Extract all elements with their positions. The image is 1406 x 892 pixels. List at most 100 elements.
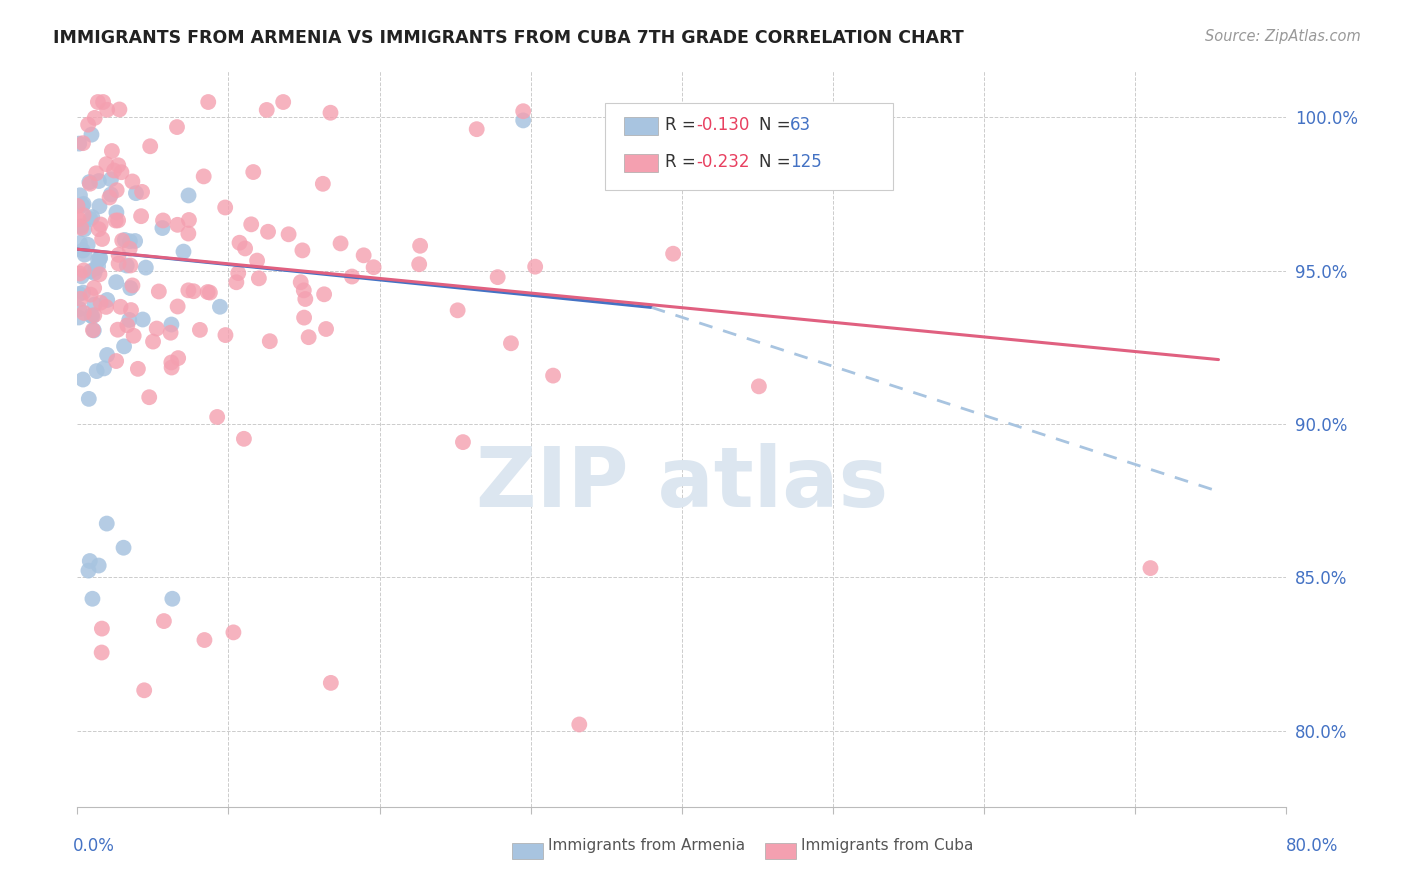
Point xyxy=(73,247,96,261)
Point xyxy=(177,227,200,241)
Point xyxy=(87,222,110,236)
Point xyxy=(87,95,110,109)
Point xyxy=(79,554,101,568)
Text: N =: N = xyxy=(759,153,796,171)
Point xyxy=(291,244,314,258)
Point xyxy=(118,234,141,248)
Point xyxy=(127,361,149,376)
Point xyxy=(131,185,153,199)
Point xyxy=(120,281,142,295)
Point xyxy=(214,328,236,343)
Point xyxy=(138,390,160,404)
Point xyxy=(465,122,488,136)
Point xyxy=(105,275,128,289)
Point xyxy=(486,270,509,285)
Point xyxy=(118,313,141,327)
Point xyxy=(100,172,122,186)
Point xyxy=(319,105,342,120)
Point xyxy=(110,300,132,314)
Point xyxy=(72,244,94,258)
Point xyxy=(103,163,125,178)
Point xyxy=(94,300,117,314)
Point xyxy=(205,409,228,424)
Text: N =: N = xyxy=(759,116,796,134)
Point xyxy=(363,260,385,275)
Point xyxy=(89,268,111,282)
Point xyxy=(292,310,315,325)
Point xyxy=(77,118,100,132)
Text: 80.0%: 80.0% xyxy=(1286,837,1339,855)
Point xyxy=(72,285,94,300)
Point xyxy=(142,334,165,349)
Text: -0.130: -0.130 xyxy=(696,116,749,134)
Point xyxy=(214,201,236,215)
Point xyxy=(83,308,105,322)
Point xyxy=(292,283,315,297)
Point xyxy=(79,212,101,227)
Point xyxy=(162,591,184,606)
Point xyxy=(499,336,522,351)
Point xyxy=(524,260,547,274)
Point xyxy=(512,104,534,119)
Point xyxy=(232,432,254,446)
Point xyxy=(125,186,148,201)
Point xyxy=(105,183,128,197)
Point xyxy=(277,227,299,242)
Point xyxy=(153,614,176,628)
Point xyxy=(451,435,474,450)
Point xyxy=(101,144,124,158)
Point xyxy=(256,103,278,117)
Point xyxy=(134,683,156,698)
Point xyxy=(312,177,335,191)
Point xyxy=(70,220,93,235)
Point xyxy=(96,348,118,362)
Point xyxy=(112,541,135,555)
Point xyxy=(72,198,94,212)
Point xyxy=(512,113,534,128)
Point xyxy=(100,187,122,202)
Point xyxy=(90,218,112,232)
Point xyxy=(87,259,110,273)
Point xyxy=(76,237,98,252)
Point xyxy=(290,275,312,289)
Point xyxy=(108,103,131,117)
Point xyxy=(129,209,152,223)
Point xyxy=(66,199,89,213)
Point xyxy=(353,248,375,262)
Point xyxy=(79,264,101,278)
Point xyxy=(72,136,94,151)
Point xyxy=(86,364,108,378)
Point xyxy=(93,361,115,376)
Point xyxy=(340,269,363,284)
Point xyxy=(120,259,142,273)
Point xyxy=(107,213,129,227)
Point xyxy=(315,322,337,336)
Point xyxy=(67,310,90,325)
Point xyxy=(69,267,91,281)
Point xyxy=(96,157,118,171)
Point xyxy=(91,232,114,246)
Point xyxy=(408,257,430,271)
Point xyxy=(233,242,256,256)
Point xyxy=(259,334,281,349)
Point xyxy=(112,339,135,353)
Point xyxy=(117,318,139,333)
Point xyxy=(110,165,132,179)
Point xyxy=(72,197,94,211)
Point xyxy=(84,261,107,276)
Point xyxy=(79,175,101,189)
Point xyxy=(177,213,200,227)
Point xyxy=(80,309,103,323)
Point xyxy=(132,312,155,326)
Point xyxy=(89,252,111,266)
Point xyxy=(183,284,205,298)
Point xyxy=(107,323,129,337)
Point xyxy=(90,622,112,636)
Point xyxy=(70,269,93,284)
Point xyxy=(124,234,146,248)
Point xyxy=(225,275,247,289)
Point xyxy=(90,295,112,310)
Text: R =: R = xyxy=(665,116,702,134)
Point xyxy=(104,213,127,227)
Point xyxy=(87,558,110,573)
